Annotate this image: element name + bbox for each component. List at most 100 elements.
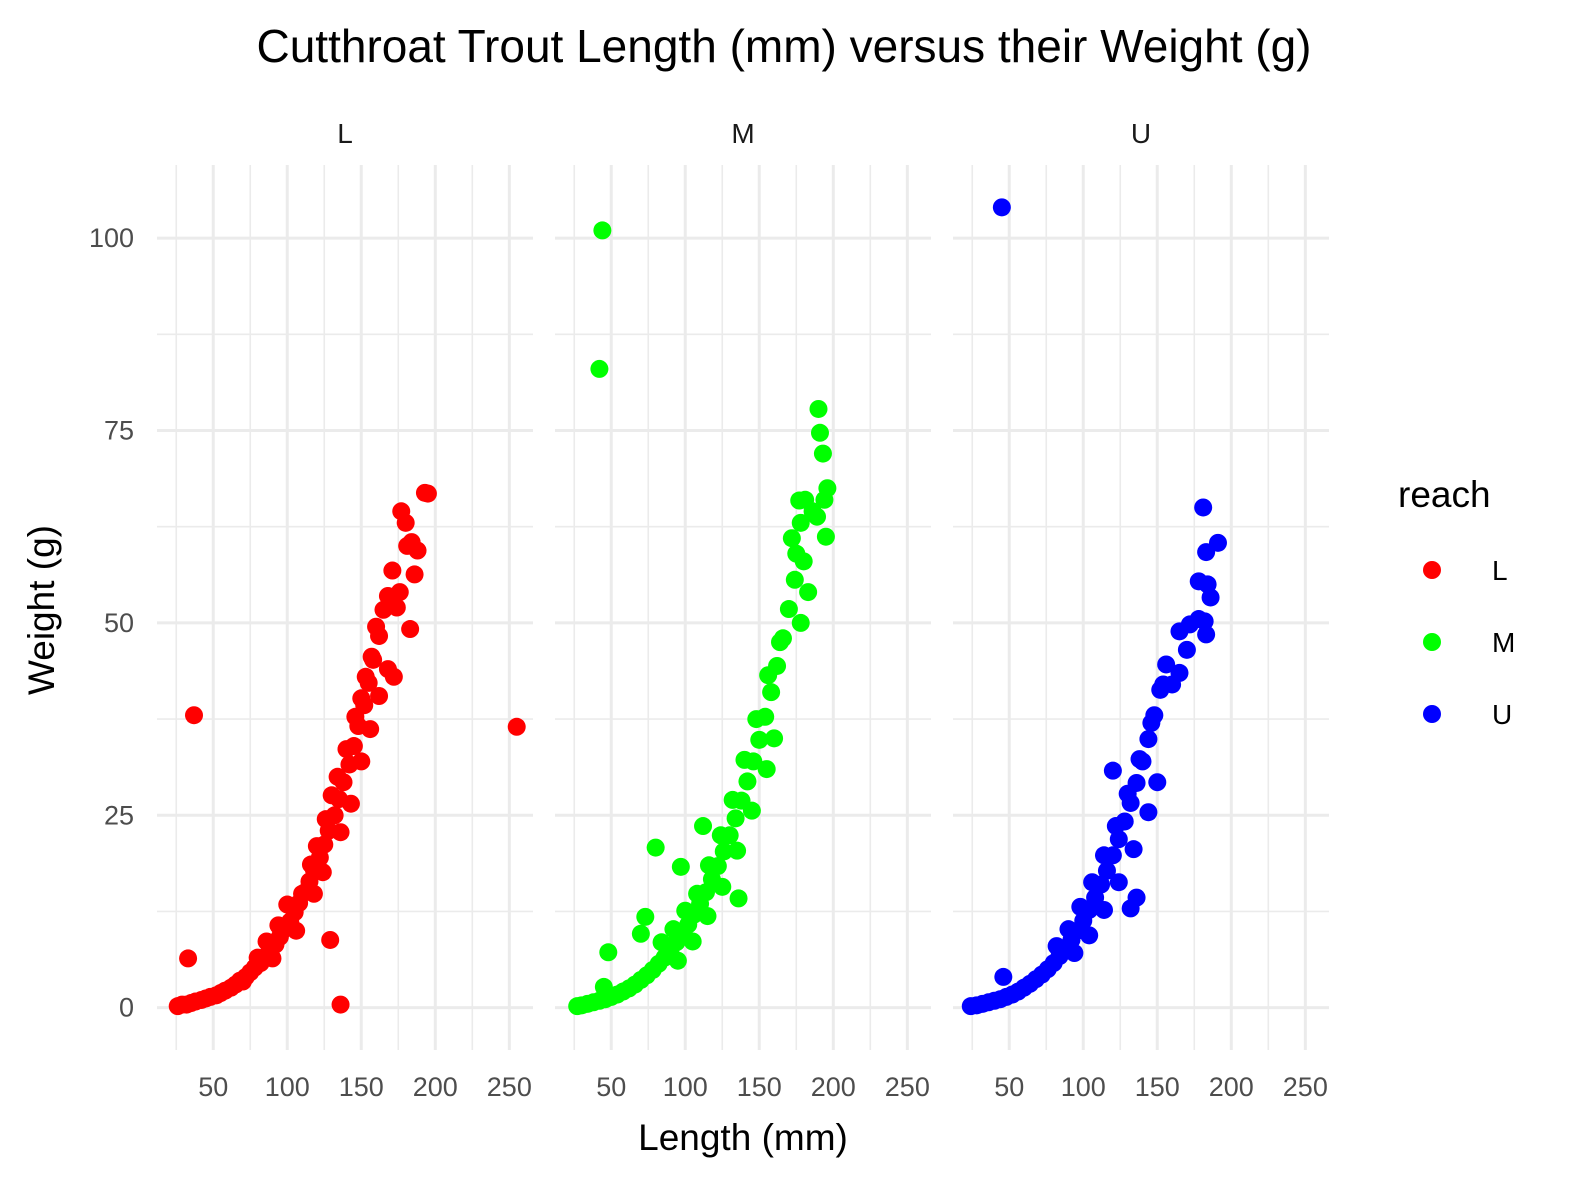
legend-title: reach	[1398, 474, 1491, 515]
data-point	[405, 565, 424, 584]
data-point	[590, 359, 609, 378]
y-tick-label: 25	[104, 800, 134, 830]
facet-panel-l: L 50 100 150 200 250	[157, 118, 533, 1102]
data-point	[1157, 655, 1176, 674]
data-point	[726, 809, 745, 828]
data-point	[387, 598, 406, 617]
x-tick-label: 50	[596, 1072, 626, 1102]
data-point	[683, 932, 702, 951]
x-tick-label: 100	[265, 1072, 310, 1102]
data-point	[278, 895, 297, 914]
data-point	[1124, 840, 1143, 859]
legend-label-m: M	[1492, 627, 1515, 658]
data-point	[418, 484, 437, 503]
data-point	[1142, 713, 1161, 732]
facet-strip-label: U	[1131, 118, 1151, 149]
data-point	[688, 884, 707, 903]
data-point	[646, 838, 665, 857]
data-point	[813, 444, 832, 463]
data-point	[1059, 920, 1078, 939]
data-point	[742, 801, 761, 820]
data-point	[316, 810, 335, 829]
data-point	[1177, 640, 1196, 659]
data-point	[594, 977, 613, 996]
data-point	[723, 790, 742, 809]
data-point	[367, 617, 386, 636]
data-point	[699, 856, 718, 875]
x-axis-title: Length (mm)	[638, 1117, 848, 1158]
data-point	[747, 710, 766, 729]
data-point	[331, 995, 350, 1014]
legend-key-l	[1423, 561, 1441, 579]
data-point	[1065, 944, 1084, 963]
data-point	[374, 600, 393, 619]
data-point	[779, 600, 798, 619]
data-point	[794, 552, 813, 571]
x-tick-label: 50	[994, 1072, 1024, 1102]
data-point	[698, 907, 717, 926]
y-tick-label: 75	[104, 416, 134, 446]
facet-panel-m: M 50 100 150 200 250	[555, 118, 931, 1102]
series-u-points	[961, 198, 1227, 1016]
data-point	[1121, 899, 1140, 918]
data-point	[185, 706, 204, 725]
legend-label-u: U	[1492, 699, 1512, 730]
chart-title: Cutthroat Trout Length (mm) versus their…	[257, 20, 1312, 72]
data-point	[636, 907, 655, 926]
data-point	[1195, 612, 1214, 631]
data-point	[765, 729, 784, 748]
legend-key-u	[1423, 705, 1441, 723]
data-point	[179, 949, 198, 968]
data-point	[1130, 750, 1149, 769]
data-point	[384, 667, 403, 686]
data-point	[1197, 625, 1216, 644]
data-point	[1139, 730, 1158, 749]
data-point	[791, 513, 810, 532]
data-point	[759, 666, 778, 685]
data-point	[799, 583, 818, 602]
data-point	[593, 221, 612, 240]
x-tick-label: 200	[1209, 1072, 1254, 1102]
data-point	[307, 837, 326, 856]
data-point	[791, 613, 810, 632]
legend-label-l: L	[1492, 555, 1508, 586]
x-tick-label: 50	[198, 1072, 228, 1102]
data-point	[269, 916, 288, 935]
data-point	[762, 683, 781, 702]
data-point	[370, 687, 389, 705]
data-point	[341, 794, 360, 813]
data-point	[257, 932, 276, 951]
data-point	[694, 817, 713, 836]
y-axis: 0 25 50 75 100	[89, 223, 134, 1023]
facet-panel-u: U 50 100 150 200 250	[953, 118, 1329, 1102]
data-point	[815, 490, 834, 509]
data-point	[1106, 817, 1125, 836]
data-point	[1094, 846, 1113, 865]
data-point	[390, 583, 409, 602]
data-point	[785, 570, 804, 589]
data-point	[782, 529, 801, 548]
data-point	[346, 707, 365, 726]
data-point	[1083, 873, 1102, 892]
data-point	[1139, 803, 1158, 822]
data-point	[599, 943, 618, 962]
data-point	[263, 949, 282, 968]
data-point	[729, 889, 748, 908]
data-point	[1097, 861, 1116, 880]
data-point	[676, 901, 695, 920]
x-tick-label: 250	[885, 1072, 930, 1102]
data-point	[652, 933, 671, 952]
data-point	[1208, 533, 1227, 552]
data-point	[711, 826, 730, 845]
data-point	[810, 423, 829, 442]
data-point	[1170, 663, 1189, 682]
data-point	[401, 620, 420, 639]
facet-strip-label: M	[731, 118, 754, 149]
data-point	[750, 730, 769, 749]
data-point	[1148, 773, 1167, 792]
data-point	[396, 513, 415, 532]
data-point	[383, 561, 402, 580]
x-tick-label: 250	[1283, 1072, 1328, 1102]
